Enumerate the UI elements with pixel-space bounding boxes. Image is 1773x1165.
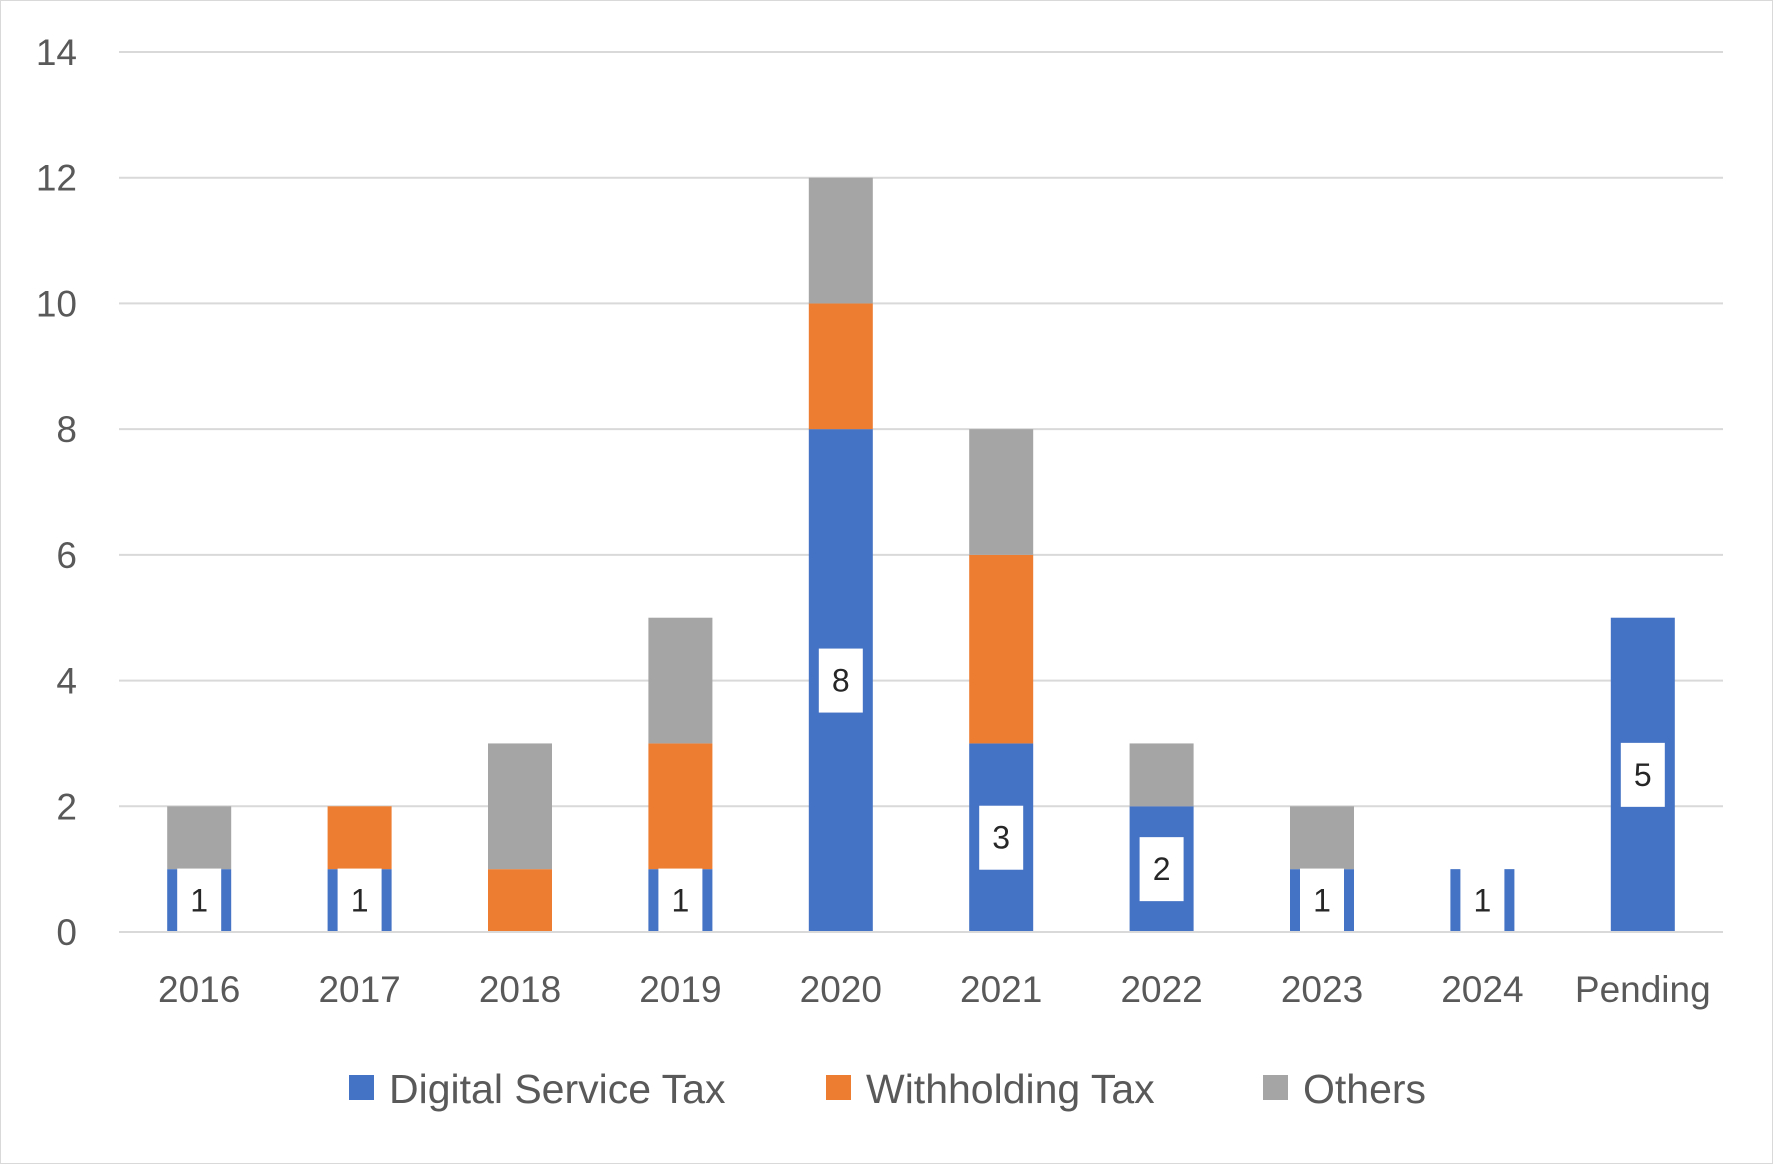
data-label-box: [1460, 868, 1505, 933]
y-tick-label: 12: [36, 158, 77, 199]
bar-segment: [648, 617, 713, 744]
bar-segment: [1129, 743, 1194, 807]
bar-segment: [167, 806, 232, 870]
x-tick-label: 2022: [1120, 969, 1202, 1010]
bar-segment: [488, 743, 552, 870]
data-label: 1: [1313, 883, 1331, 919]
gridlines: [119, 51, 1723, 933]
data-label: 1: [672, 883, 690, 919]
y-tick-label: 2: [56, 786, 77, 827]
y-tick-label: 8: [56, 409, 77, 450]
data-label-box: [337, 868, 382, 933]
x-tick-label: 2019: [639, 969, 721, 1010]
bar-segment: [808, 303, 873, 430]
data-labels: 1 1 1 8 3 2 1 1 5: [177, 648, 1665, 933]
data-label-box: [1620, 742, 1665, 807]
y-tick-label: 6: [56, 535, 77, 576]
data-label-box: [1300, 868, 1344, 933]
data-label-box: [1139, 837, 1184, 902]
x-tick-label: 2021: [960, 969, 1042, 1010]
y-axis: 0 2 4 6 8 10 12 14: [36, 32, 77, 953]
legend: Digital Service Tax Withholding Tax Others: [349, 1066, 1426, 1112]
y-tick-label: 14: [36, 32, 77, 73]
data-label-box: [177, 868, 222, 933]
x-tick-label: 2020: [800, 969, 882, 1010]
data-label: 1: [190, 883, 208, 919]
bar-segment: [327, 806, 392, 870]
x-tick-label: 2023: [1281, 969, 1363, 1010]
legend-swatch: [1263, 1075, 1288, 1100]
x-tick-label: 2024: [1441, 969, 1523, 1010]
data-label: 1: [1474, 883, 1492, 919]
x-tick-label: 2018: [479, 969, 561, 1010]
data-label: 8: [832, 663, 850, 699]
data-label-box: [658, 868, 703, 933]
legend-swatch: [826, 1075, 851, 1100]
data-label: 2: [1153, 851, 1171, 887]
x-axis: 2016 2017 2018 2019 2020 2021 2022 2023 2024 Pend…: [119, 931, 1723, 1010]
data-label: 1: [351, 883, 369, 919]
x-tick-label: 2016: [158, 969, 240, 1010]
legend-swatch: [349, 1075, 374, 1100]
y-tick-label: 10: [36, 283, 77, 324]
x-tick-label: 2017: [318, 969, 400, 1010]
legend-label: Others: [1303, 1066, 1426, 1112]
y-tick-label: 0: [56, 912, 77, 953]
legend-label: Withholding Tax: [866, 1066, 1155, 1112]
legend-label: Digital Service Tax: [389, 1066, 726, 1112]
bar-segment: [969, 554, 1034, 744]
bar-segment: [488, 869, 552, 932]
data-label: 3: [992, 820, 1010, 856]
data-label-box: [979, 805, 1024, 870]
data-label: 5: [1634, 757, 1652, 793]
bar-segment: [648, 743, 713, 870]
data-label-box: [818, 648, 863, 713]
x-tick-label: Pending: [1575, 969, 1711, 1010]
bar-segment: [1290, 806, 1354, 870]
bar-segment: [808, 177, 873, 304]
bar-segment: [969, 429, 1034, 555]
y-tick-label: 4: [56, 661, 77, 702]
